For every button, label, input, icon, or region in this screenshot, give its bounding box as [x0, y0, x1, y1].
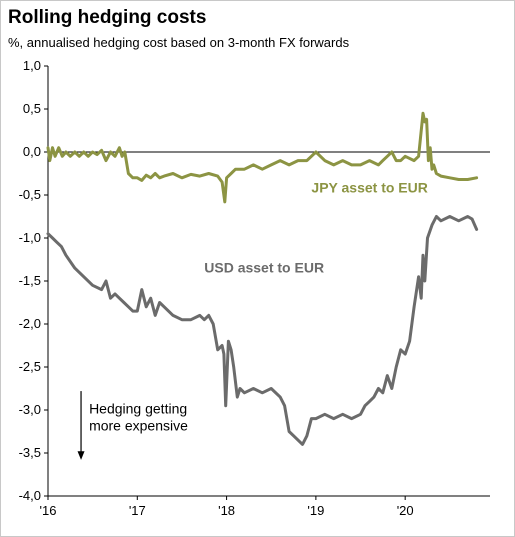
annotation-text-line: more expensive [89, 417, 188, 433]
y-tick-label: -4,0 [19, 488, 41, 503]
y-tick-label: 1,0 [23, 58, 41, 73]
y-tick-label: -3,0 [19, 402, 41, 417]
y-tick-label: -2,0 [19, 316, 41, 331]
annotation-text-line: Hedging getting [89, 400, 187, 416]
chart-subtitle: %, annualised hedging cost based on 3-mo… [8, 35, 350, 50]
x-tick-label: '16 [40, 503, 57, 518]
series-label-0: JPY asset to EUR [311, 179, 427, 195]
x-tick-label: '19 [307, 503, 324, 518]
x-tick-label: '17 [129, 503, 146, 518]
y-tick-label: -0,5 [19, 187, 41, 202]
series-label-1: USD asset to EUR [204, 259, 324, 275]
x-tick-label: '18 [218, 503, 235, 518]
series-labels: JPY asset to EUR USD asset to EUR [204, 179, 428, 275]
y-tick-label: 0,0 [23, 144, 41, 159]
x-axis-ticks: '16 '17 '18 '19 '20 [40, 496, 414, 518]
y-tick-label: 0,5 [23, 101, 41, 116]
series-line-0 [46, 111, 479, 204]
x-tick-label: '20 [397, 503, 414, 518]
chart-title: Rolling hedging costs [8, 7, 207, 28]
y-axis-ticks: 1,0 0,5 0,0 -0,5 -1,0 -1,5 -2,0 -2,5 -3,0 -3,5 -4,… [19, 58, 48, 503]
y-tick-label: -2,5 [19, 359, 41, 374]
y-tick-label: -1,0 [19, 230, 41, 245]
annotation-arrow-head [77, 451, 85, 460]
series-line-1 [46, 215, 479, 446]
series-layer [46, 111, 479, 446]
y-tick-label: -1,5 [19, 273, 41, 288]
y-tick-label: -3,5 [19, 445, 41, 460]
